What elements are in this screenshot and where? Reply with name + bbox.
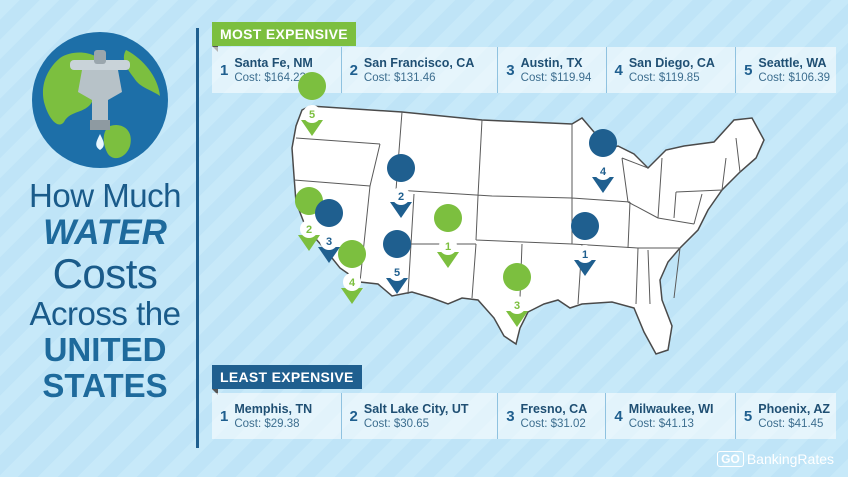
us-map <box>291 105 765 355</box>
least-expensive-item: 3 Fresno, CA Cost: $31.02 <box>497 393 605 439</box>
rank-number: 3 <box>506 407 515 425</box>
least-expensive-item: 1 Memphis, TN Cost: $29.38 <box>212 393 341 439</box>
least-expensive-item: 5 Phoenix, AZ Cost: $41.45 <box>734 393 836 439</box>
title-line-6: STATES <box>42 367 168 404</box>
city-name: Fresno, CA <box>520 402 588 416</box>
city-name: Phoenix, AZ <box>758 402 830 416</box>
city-name: San Diego, CA <box>628 56 715 70</box>
title-line-3: Costs <box>52 250 158 297</box>
least-expensive-list: 1 Memphis, TN Cost: $29.38 2 Salt Lake Ci… <box>212 393 836 439</box>
city-name: Santa Fe, NM <box>234 56 313 70</box>
rank-number: 1 <box>220 407 229 425</box>
most-expensive-item: 1 Santa Fe, NM Cost: $164.22 <box>212 47 341 93</box>
least-expensive-item: 4 Milwaukee, WI Cost: $41.13 <box>605 393 735 439</box>
city-name: Salt Lake City, UT <box>363 402 469 416</box>
city-cost: Cost: $41.13 <box>628 418 694 430</box>
rank-number: 5 <box>743 407 753 425</box>
least-expensive-item: 2 Salt Lake City, UT Cost: $30.65 <box>340 393 498 439</box>
city-cost: Cost: $119.85 <box>628 72 700 84</box>
city-name: San Francisco, CA <box>363 56 475 70</box>
rank-number: 3 <box>506 61 515 79</box>
city-cost: Cost: $30.65 <box>363 418 430 430</box>
brand-go: GO <box>717 451 744 467</box>
most-expensive-item: 3 Austin, TX Cost: $119.94 <box>497 47 605 93</box>
rank-number: 4 <box>614 407 623 425</box>
rank-number: 1 <box>220 61 229 79</box>
title-line-4: Across the <box>29 295 181 332</box>
infographic-title: How Much WATER Costs Across the UNITED S… <box>20 178 190 404</box>
city-cost: Cost: $41.45 <box>758 418 824 430</box>
globe-faucet-illustration <box>32 32 168 168</box>
rank-number: 2 <box>349 61 358 79</box>
title-line-5: UNITED <box>43 331 167 368</box>
brand-name: BankingRates <box>746 451 834 467</box>
city-cost: Cost: $31.02 <box>520 418 586 430</box>
city-cost: Cost: $29.38 <box>234 418 300 430</box>
rank-number: 2 <box>349 407 358 425</box>
rank-number: 5 <box>744 61 753 79</box>
title-line-2: WATER <box>43 213 167 252</box>
city-name: Milwaukee, WI <box>628 402 714 416</box>
brand-logo: GO BankingRates <box>717 451 834 467</box>
rank-number: 4 <box>614 61 623 79</box>
most-expensive-item: 5 Seattle, WA Cost: $106.39 <box>735 47 836 93</box>
city-name: Seattle, WA <box>758 56 827 70</box>
title-line-1: How Much <box>29 177 181 214</box>
city-name: Memphis, TN <box>234 402 313 416</box>
city-cost: Cost: $131.46 <box>363 72 436 84</box>
most-expensive-label: MOST EXPENSIVE <box>212 22 356 52</box>
most-expensive-list: 1 Santa Fe, NM Cost: $164.22 2 San Franci… <box>212 47 836 93</box>
most-expensive-item: 4 San Diego, CA Cost: $119.85 <box>605 47 736 93</box>
city-cost: Cost: $164.22 <box>234 72 306 84</box>
city-cost: Cost: $119.94 <box>520 72 592 84</box>
city-cost: Cost: $106.39 <box>758 72 831 84</box>
city-name: Austin, TX <box>520 56 583 70</box>
divider-line <box>196 28 199 448</box>
most-expensive-item: 2 San Francisco, CA Cost: $131.46 <box>340 47 498 93</box>
least-expensive-label: LEAST EXPENSIVE <box>212 365 362 395</box>
